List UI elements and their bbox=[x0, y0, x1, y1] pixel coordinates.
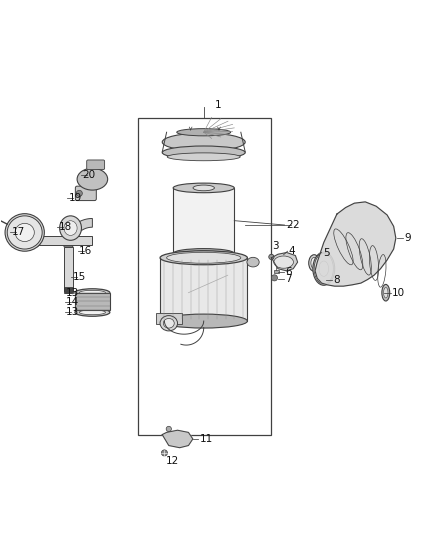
Ellipse shape bbox=[167, 153, 240, 161]
Text: 17: 17 bbox=[12, 228, 25, 237]
Ellipse shape bbox=[160, 251, 247, 265]
Ellipse shape bbox=[77, 168, 108, 190]
Ellipse shape bbox=[314, 253, 333, 284]
Ellipse shape bbox=[193, 185, 215, 191]
Ellipse shape bbox=[177, 128, 231, 136]
Text: 11: 11 bbox=[199, 434, 212, 444]
Text: 2: 2 bbox=[287, 220, 293, 230]
Text: 12: 12 bbox=[166, 456, 179, 466]
Bar bbox=[75, 293, 110, 310]
Circle shape bbox=[76, 190, 82, 197]
Ellipse shape bbox=[311, 257, 318, 269]
Text: 6: 6 bbox=[285, 267, 292, 277]
Text: 3: 3 bbox=[272, 241, 279, 252]
Ellipse shape bbox=[247, 257, 259, 267]
Ellipse shape bbox=[60, 216, 81, 240]
Ellipse shape bbox=[160, 316, 177, 331]
Circle shape bbox=[272, 275, 278, 281]
Polygon shape bbox=[162, 430, 193, 448]
Bar bbox=[274, 270, 279, 272]
Bar bbox=[64, 247, 73, 290]
Ellipse shape bbox=[382, 285, 390, 301]
Circle shape bbox=[161, 450, 167, 456]
Ellipse shape bbox=[173, 248, 234, 258]
FancyBboxPatch shape bbox=[75, 186, 96, 200]
Ellipse shape bbox=[75, 289, 110, 297]
Ellipse shape bbox=[15, 223, 34, 241]
Text: 15: 15 bbox=[73, 272, 86, 282]
Text: 18: 18 bbox=[59, 222, 72, 232]
Bar bbox=[160, 258, 247, 321]
Ellipse shape bbox=[274, 256, 293, 268]
Text: 10: 10 bbox=[392, 288, 405, 298]
Ellipse shape bbox=[162, 133, 245, 151]
Bar bbox=[173, 188, 234, 253]
Ellipse shape bbox=[7, 216, 42, 249]
Text: 5: 5 bbox=[323, 247, 329, 257]
Text: 13: 13 bbox=[66, 288, 79, 298]
Text: 14: 14 bbox=[66, 297, 79, 308]
Ellipse shape bbox=[163, 318, 174, 328]
Text: 9: 9 bbox=[404, 233, 411, 243]
Ellipse shape bbox=[309, 255, 320, 271]
Text: 1: 1 bbox=[215, 100, 221, 110]
Ellipse shape bbox=[193, 251, 215, 256]
Ellipse shape bbox=[79, 290, 106, 295]
Ellipse shape bbox=[313, 252, 335, 285]
Polygon shape bbox=[272, 253, 297, 271]
Text: 13: 13 bbox=[66, 307, 79, 317]
Bar bbox=[155, 313, 182, 324]
Text: 20: 20 bbox=[82, 170, 95, 180]
Ellipse shape bbox=[166, 252, 241, 263]
Ellipse shape bbox=[31, 234, 40, 247]
Ellipse shape bbox=[79, 310, 106, 314]
Ellipse shape bbox=[162, 146, 245, 159]
Ellipse shape bbox=[384, 287, 388, 298]
Ellipse shape bbox=[75, 309, 110, 316]
Bar bbox=[35, 236, 92, 245]
Text: 19: 19 bbox=[68, 192, 81, 203]
Text: 16: 16 bbox=[79, 246, 92, 256]
Text: 8: 8 bbox=[333, 276, 339, 286]
Ellipse shape bbox=[319, 261, 328, 276]
Bar bbox=[138, 118, 272, 434]
Polygon shape bbox=[315, 202, 396, 286]
Polygon shape bbox=[64, 219, 92, 247]
Ellipse shape bbox=[160, 314, 247, 328]
Text: 4: 4 bbox=[289, 246, 296, 256]
Circle shape bbox=[269, 254, 274, 260]
Text: 2: 2 bbox=[292, 220, 299, 230]
FancyBboxPatch shape bbox=[87, 160, 105, 169]
Bar bbox=[64, 287, 73, 293]
Ellipse shape bbox=[5, 214, 44, 251]
Circle shape bbox=[166, 426, 171, 432]
Ellipse shape bbox=[173, 183, 234, 193]
Ellipse shape bbox=[64, 221, 77, 236]
Text: 7: 7 bbox=[285, 274, 292, 284]
